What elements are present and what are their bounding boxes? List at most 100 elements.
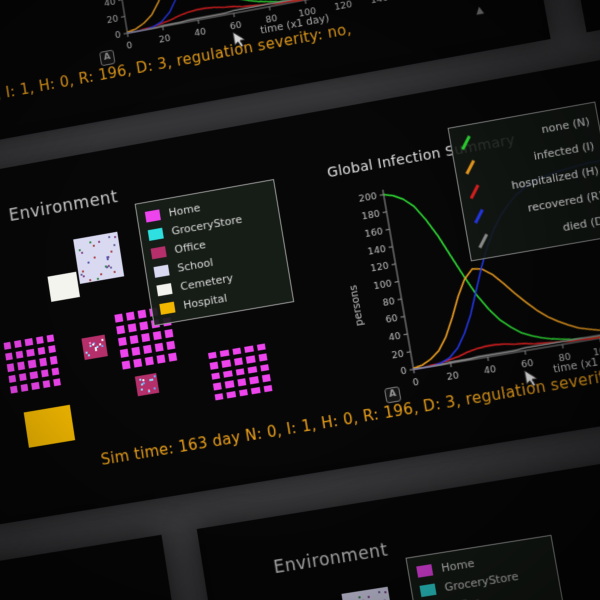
line-sample [460,136,471,149]
x-tick [305,0,306,4]
x-tick-label: 20 [158,34,171,46]
home-unit [208,351,218,360]
person-dot [101,344,104,347]
home-unit [156,354,166,364]
x-tick [163,27,164,31]
home-unit [246,355,256,364]
home-unit [223,370,233,378]
school-swatch-icon [153,264,170,278]
home-unit [259,363,270,372]
home-unit [212,382,223,391]
person-dot [96,277,99,280]
person-dot [367,595,370,599]
home-unit [263,384,273,393]
home-unit [214,392,224,401]
person-dot [101,338,104,341]
person-dot [89,240,92,244]
home-unit [220,349,230,358]
person-dot [378,591,381,594]
y-tick [407,352,411,353]
line-sample-icon [462,157,479,177]
home-unit [35,336,44,345]
line-sample [469,185,480,198]
home-unit [168,352,178,362]
home-unit [250,386,261,395]
y-tick [389,247,393,248]
line-sample [473,210,484,223]
x-tick [198,20,199,24]
y-tick [401,317,405,318]
person-dot [358,595,361,599]
person-dot [110,250,113,254]
person-dot [108,236,111,239]
home-unit [47,345,56,354]
home-unit [249,376,259,385]
person-dot [88,278,92,282]
building-home [3,334,61,394]
y-tick [395,282,399,283]
y-tick [398,299,402,300]
home-unit [256,343,266,352]
x-tick [525,351,526,355]
person-dot [104,265,107,268]
y-tick-label: 0 [400,367,408,379]
y-tick-label: 0 [114,31,122,42]
home-unit [221,359,231,368]
home-unit [211,372,221,380]
person-dot [87,261,90,265]
line-sample-icon [467,182,484,202]
chart-legend: none (N) infected (I) hospitalized (H) reco… [447,101,600,262]
y-tick [404,334,408,335]
legend-item-label: Home [167,201,202,220]
home-unit [3,341,12,350]
chart-legend-label: none (N) [540,114,591,136]
home-unit [15,350,24,360]
chart-legend-label: recovered (R) [526,188,600,215]
line-sample [465,161,476,174]
person-dot [140,388,143,391]
home-unit [226,390,236,399]
y-tick [121,16,125,17]
y-tick-label: 140 [367,244,387,257]
infection-chart[interactable]: 0204060801001201401601802000204060801001… [597,437,600,600]
home-unit [139,321,149,331]
home-unit [5,352,14,361]
y-tick-label: 200 [358,192,378,205]
infection-chart[interactable]: 0204060801001201401601802000204060801001… [0,585,212,600]
legend-item-label: Home [440,556,476,575]
line-sample-icon [471,206,488,226]
person-dot [100,273,103,276]
y-tick-label: 20 [391,349,405,361]
environment-legend: HomeGroceryStoreOfficeSchoolCemeteryHosp… [405,534,575,600]
x-tick [451,363,452,367]
home-swatch-icon [416,564,434,578]
legend-item-label: Office [447,595,482,600]
home-unit [117,336,127,347]
home-unit [17,361,26,370]
building-hospital [23,404,76,448]
person-dot [142,379,145,382]
home-unit [225,380,235,389]
home-unit [19,372,28,381]
home-unit [116,325,126,335]
person-dot [94,349,97,352]
chart-legend-label: infected (I) [532,138,596,163]
home-unit [131,346,141,356]
home-unit [26,348,35,358]
x-tick-label: 20 [446,371,460,384]
home-unit [37,347,46,356]
line-sample-icon [458,133,475,153]
home-unit [46,334,55,343]
person-dot [87,354,90,357]
person-dot [91,343,94,346]
home-unit [51,367,60,376]
y-tick [379,194,384,196]
x-tick-label: 0 [126,41,134,52]
x-tick [562,344,563,348]
home-unit [20,383,29,392]
y-tick [384,228,389,231]
grocerystore-swatch-icon [147,227,164,241]
y-axis-label: persons [348,284,366,327]
home-unit [235,368,245,376]
x-tick [234,13,235,17]
